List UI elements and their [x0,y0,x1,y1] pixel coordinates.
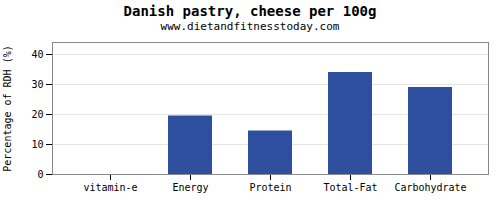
svg-text:10: 10 [31,139,43,150]
svg-text:Protein: Protein [249,182,291,193]
svg-text:vitamin-e: vitamin-e [83,182,137,193]
svg-text:40: 40 [31,49,43,60]
svg-text:Total-Fat: Total-Fat [323,182,377,193]
html-text:www.dietandfitnesstoday.com: www.dietandfitnesstoday.com [160,20,340,33]
svg-text:30: 30 [31,79,43,90]
html-text:Danish pastry, cheese per 100g: Danish pastry, cheese per 100g [123,3,377,19]
svg-text:Energy: Energy [172,182,208,193]
svg-text:0: 0 [37,169,43,180]
svg-text:Carbohydrate: Carbohydrate [394,182,466,193]
svg-text:20: 20 [31,109,43,120]
svg-text:Percentage of RDH (%): Percentage of RDH (%) [2,45,13,171]
